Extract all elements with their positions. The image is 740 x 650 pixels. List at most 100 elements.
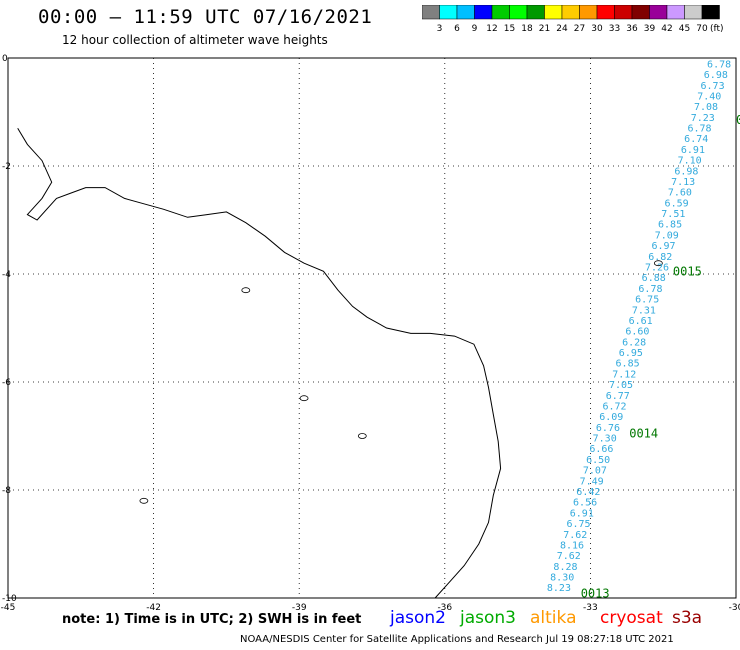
- pass-time-label: 0015: [673, 264, 702, 278]
- colorbar-swatch: [701, 5, 720, 20]
- island: [653, 260, 663, 267]
- swh-value: 6.97: [651, 241, 675, 252]
- swh-value: 6.60: [625, 327, 649, 338]
- wave-height-colorbar: 3 6 9 12 15 18 21 24 27 30 33 36 39 42 45 70 (ft): [422, 5, 724, 34]
- swh-value: 7.09: [655, 230, 679, 241]
- lon-tick-label: -30: [729, 603, 740, 610]
- colorbar-label: 12: [486, 24, 497, 34]
- legend-jason2: jason2: [390, 608, 446, 628]
- swh-value: 7.23: [691, 113, 715, 124]
- swh-value: 7.05: [609, 380, 633, 391]
- swh-value: 7.13: [671, 177, 695, 188]
- island: [299, 395, 309, 402]
- legend-altika: altika: [530, 608, 577, 628]
- swh-value: 7.49: [580, 476, 604, 487]
- pass-time-label: 0014: [629, 426, 658, 440]
- swh-value: 6.82: [648, 252, 672, 263]
- swh-value: 7.30: [593, 434, 617, 445]
- swh-value: 6.78: [687, 124, 711, 135]
- swh-value: 6.91: [681, 145, 705, 156]
- swh-value: 6.85: [658, 220, 682, 231]
- colorbar-label: 33: [609, 24, 620, 34]
- legend-cryosat: cryosat: [600, 608, 663, 628]
- map-title: 00:00 – 11:59 UTC 07/16/2021: [38, 6, 373, 28]
- colorbar-unit: (ft): [710, 24, 724, 34]
- swh-value: 6.95: [619, 348, 643, 359]
- lon-tick-label: -39: [292, 603, 307, 610]
- swh-value: 7.12: [612, 369, 636, 380]
- swh-value: 6.85: [616, 359, 640, 370]
- swh-value: 6.91: [570, 508, 594, 519]
- swh-value: 6.09: [599, 412, 623, 423]
- lat-tick-label: -4: [2, 270, 11, 280]
- swh-value: 6.72: [602, 401, 626, 412]
- swh-value: 7.07: [583, 466, 607, 477]
- swh-value: 7.26: [645, 263, 669, 274]
- swh-value: 6.88: [642, 273, 666, 284]
- swh-value: 6.42: [576, 487, 600, 498]
- island: [241, 287, 251, 294]
- colorbar-label: 36: [626, 24, 638, 34]
- colorbar-label: 3: [437, 24, 443, 34]
- legend-jason3: jason3: [460, 608, 516, 628]
- swh-value: 8.16: [560, 540, 584, 551]
- swh-value: 6.75: [635, 295, 659, 306]
- lat-tick-label: -8: [2, 486, 11, 496]
- swh-value: 6.76: [596, 423, 620, 434]
- swh-value: 7.51: [661, 209, 685, 220]
- swh-value: 8.28: [553, 562, 577, 573]
- lon-tick-label: -42: [146, 603, 161, 610]
- colorbar-label: 45: [679, 24, 690, 34]
- colorbar-label: 18: [521, 24, 533, 34]
- colorbar-label: 30: [591, 24, 603, 34]
- lon-tick-label: -33: [583, 603, 598, 610]
- swh-value: 6.98: [704, 70, 728, 81]
- pass-time-label: 0013: [581, 587, 610, 601]
- swh-value: 8.23: [547, 583, 571, 594]
- swh-value: 6.28: [622, 337, 646, 348]
- footer-note: note: 1) Time is in UTC; 2) SWH is in fe…: [62, 612, 362, 627]
- swh-value: 8.30: [550, 573, 574, 584]
- island: [139, 497, 149, 504]
- colorbar-label: 21: [539, 24, 550, 34]
- swh-value: 7.62: [563, 530, 587, 541]
- colorbar-label: 15: [504, 24, 515, 34]
- lon-tick-label: -45: [1, 603, 16, 610]
- map-frame: [7, 57, 737, 599]
- swh-value: 6.61: [629, 316, 653, 327]
- swh-value: 7.10: [678, 156, 702, 167]
- swh-value: 6.78: [638, 284, 662, 295]
- swh-value: 7.08: [694, 102, 718, 113]
- swh-value: 6.66: [589, 444, 613, 455]
- island: [357, 433, 367, 439]
- colorbar-label: 9: [472, 24, 478, 34]
- swh-value: 6.77: [606, 391, 630, 402]
- lat-tick-label: -6: [2, 378, 11, 388]
- colorbar-label: 6: [454, 24, 460, 34]
- lat-tick-label: -2: [2, 162, 11, 172]
- credit-line: NOAA/NESDIS Center for Satellite Applica…: [240, 634, 674, 645]
- lat-tick-label: -10: [2, 594, 17, 604]
- swh-value: 6.56: [573, 498, 597, 509]
- swh-value: 6.75: [567, 519, 591, 530]
- map-subtitle: 12 hour collection of altimeter wave hei…: [62, 33, 328, 47]
- colorbar-label: 24: [556, 24, 568, 34]
- lat-tick-label: 0: [2, 54, 8, 64]
- pass-time-label: 00: [736, 113, 740, 127]
- legend-s3a: s3a: [672, 608, 703, 628]
- swh-value: 6.59: [665, 198, 689, 209]
- swh-value: 7.40: [697, 91, 721, 102]
- colorbar-label: 42: [661, 24, 672, 34]
- swh-value: 6.73: [701, 81, 725, 92]
- swh-value: 7.62: [557, 551, 581, 562]
- swh-value: 6.50: [586, 455, 610, 466]
- swh-value: 7.60: [668, 188, 692, 199]
- altimeter-map: -45-42-39-36-33-300-2-4-6-8-106.786.986.…: [1, 54, 740, 610]
- colorbar-label: 27: [574, 24, 585, 34]
- lon-tick-label: -36: [437, 603, 452, 610]
- colorbar-label: 39: [644, 24, 656, 34]
- swh-value: 6.98: [674, 166, 698, 177]
- swh-value: 7.31: [632, 305, 656, 316]
- coastline: [17, 127, 502, 599]
- swh-value: 6.74: [684, 134, 708, 145]
